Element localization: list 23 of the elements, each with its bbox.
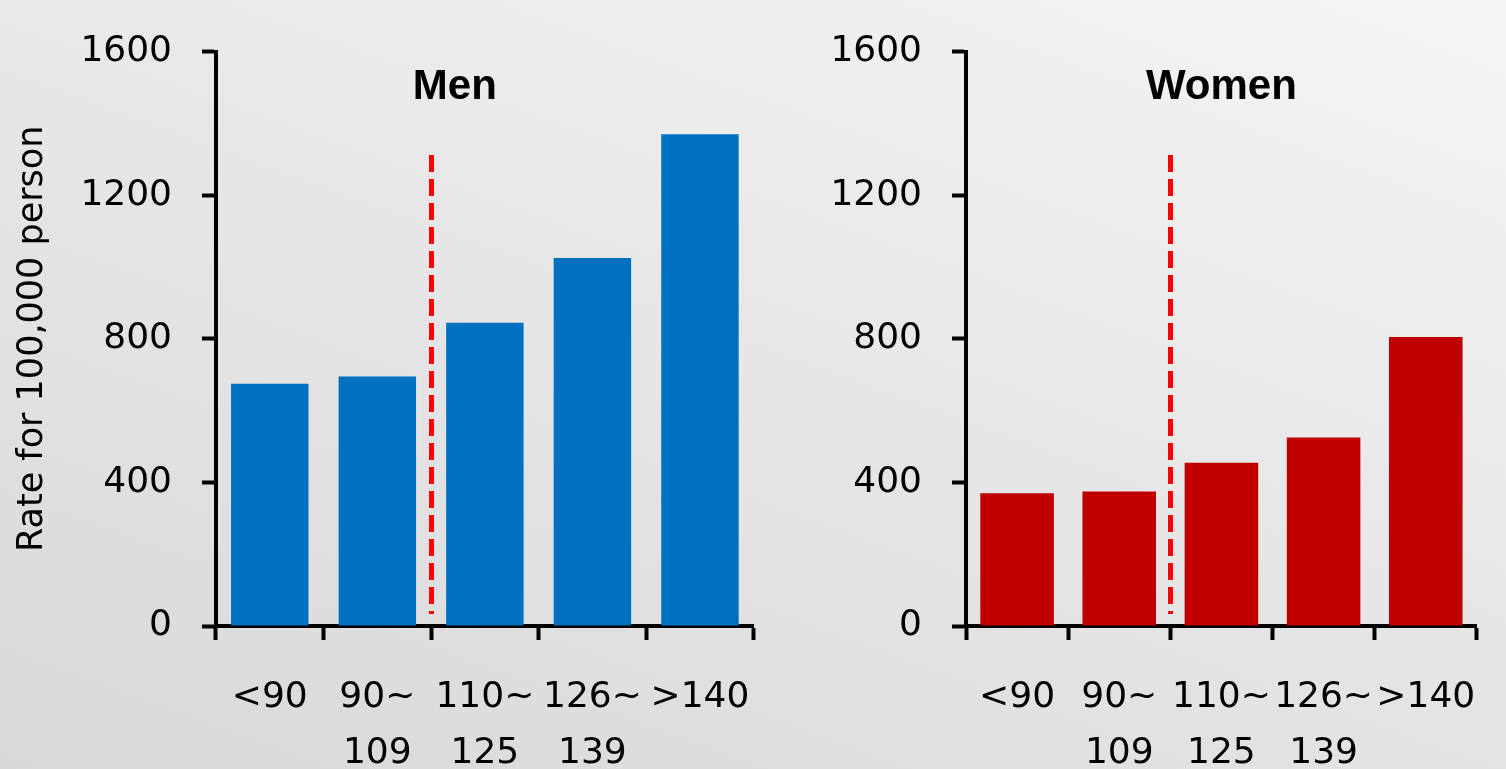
x-tick-label: >140 [1376,674,1476,716]
x-tick-label: 126~ 139 [1274,674,1374,769]
y-axis-title: Rate for 100,000 person [10,125,51,553]
x-tick-label: >140 [650,674,750,716]
y-tick-label: 0 [899,602,922,644]
y-tick-label: 400 [853,458,922,500]
y-tick-label: 1600 [80,27,172,69]
y-tick-label: 400 [103,458,172,500]
y-tick-label: 0 [149,602,172,644]
x-tick-label: 110~ 125 [1171,674,1271,769]
x-tick-label: <90 [979,674,1056,716]
x-tick-label: 110~ 125 [435,674,535,769]
x-tick-label: <90 [231,674,308,716]
y-tick-label: 1200 [80,171,172,213]
chart-title: Women [1145,61,1297,109]
chart-title: Men [412,61,497,109]
y-tick-label: 800 [103,315,172,357]
y-tick-label: 1600 [830,27,922,69]
x-tick-label: 90~ 109 [1081,674,1158,769]
y-tick-label: 800 [853,315,922,357]
x-tick-label: 126~ 139 [542,674,642,769]
x-tick-label: 90~ 109 [339,674,416,769]
y-tick-label: 1200 [830,171,922,213]
